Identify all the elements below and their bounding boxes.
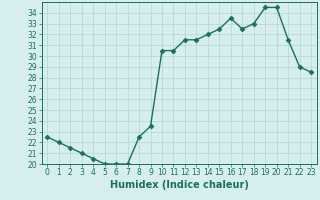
X-axis label: Humidex (Indice chaleur): Humidex (Indice chaleur) (110, 180, 249, 190)
